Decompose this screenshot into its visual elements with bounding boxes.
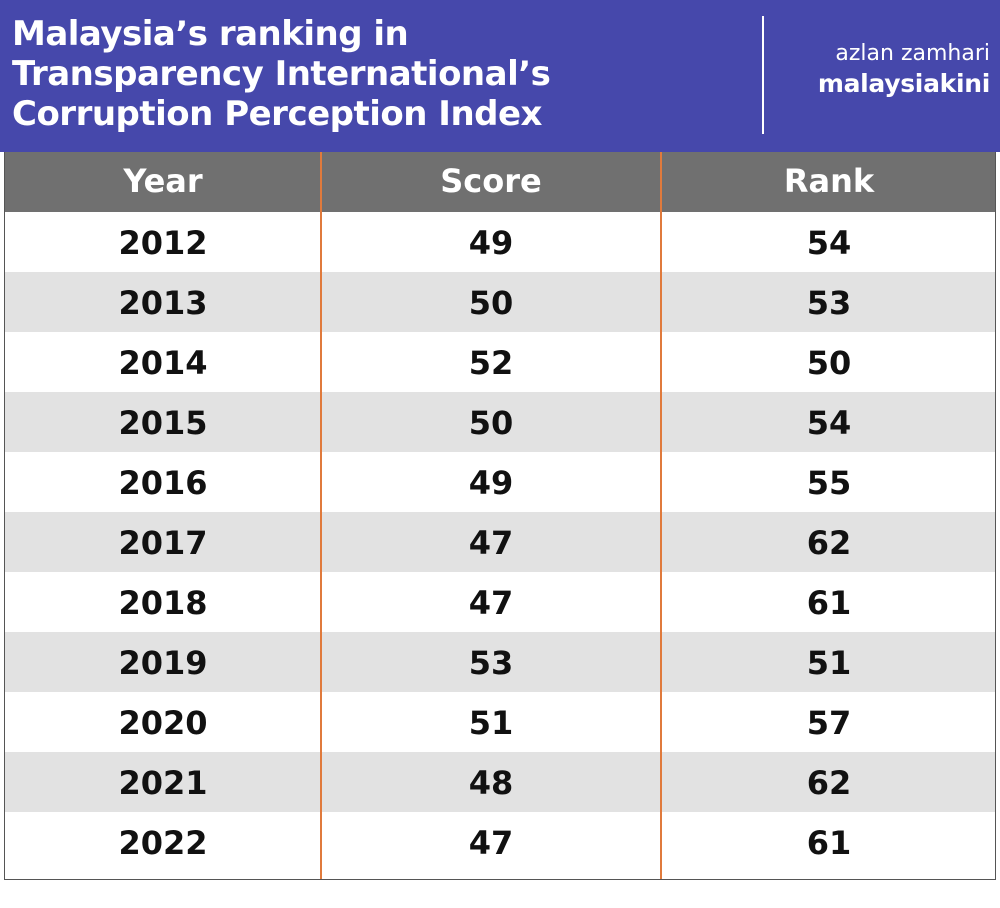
column-header-year: Year bbox=[123, 162, 203, 200]
table-row: 2022 47 61 bbox=[5, 812, 995, 872]
cell-year: 2018 bbox=[118, 584, 208, 622]
cell-rank: 61 bbox=[806, 824, 852, 862]
cell-score: 47 bbox=[468, 524, 514, 562]
table-row: 2013 50 53 bbox=[5, 272, 995, 332]
cell-year: 2014 bbox=[118, 344, 208, 382]
cell-rank: 50 bbox=[806, 344, 852, 382]
credit-block: azlan zamhari malaysiakini bbox=[818, 40, 990, 100]
title-line: Transparency International’s bbox=[12, 54, 551, 94]
title-line: Corruption Perception Index bbox=[12, 94, 543, 134]
title-banner: Malaysia’s ranking in Transparency Inter… bbox=[0, 0, 1000, 152]
cell-year: 2016 bbox=[118, 464, 208, 502]
table-row: 2020 51 57 bbox=[5, 692, 995, 752]
table-header: Year Score Rank bbox=[5, 152, 995, 212]
author-name: azlan zamhari bbox=[835, 41, 990, 66]
cell-score: 50 bbox=[468, 404, 514, 442]
outlet-name: malaysiakini bbox=[817, 69, 990, 98]
column-header-score: Score bbox=[440, 162, 542, 200]
table-row: 2018 47 61 bbox=[5, 572, 995, 632]
cell-score: 47 bbox=[468, 584, 514, 622]
cell-year: 2019 bbox=[118, 644, 208, 682]
cell-rank: 54 bbox=[806, 224, 852, 262]
cell-rank: 55 bbox=[806, 464, 852, 502]
table-row: 2014 52 50 bbox=[5, 332, 995, 392]
cell-score: 49 bbox=[468, 224, 514, 262]
cell-score: 49 bbox=[468, 464, 514, 502]
column-divider bbox=[320, 152, 322, 879]
table-body: 2012 49 54 2013 50 53 2014 52 50 2015 50 54 2016 49 55… bbox=[5, 212, 995, 872]
header-divider bbox=[762, 16, 764, 134]
cell-rank: 57 bbox=[806, 704, 852, 742]
cell-rank: 62 bbox=[806, 524, 852, 562]
table-row: 2015 50 54 bbox=[5, 392, 995, 452]
table-row: 2021 48 62 bbox=[5, 752, 995, 812]
cell-score: 53 bbox=[468, 644, 514, 682]
cell-rank: 61 bbox=[806, 584, 852, 622]
cell-score: 52 bbox=[468, 344, 514, 382]
cell-year: 2017 bbox=[118, 524, 208, 562]
cell-rank: 53 bbox=[806, 284, 852, 322]
column-header-rank: Rank bbox=[783, 162, 875, 200]
cell-year: 2013 bbox=[118, 284, 208, 322]
cell-rank: 51 bbox=[806, 644, 852, 682]
chart-title: Malaysia’s ranking in Transparency Inter… bbox=[12, 14, 732, 134]
cell-score: 48 bbox=[468, 764, 514, 802]
cell-year: 2020 bbox=[118, 704, 208, 742]
cell-year: 2012 bbox=[118, 224, 208, 262]
cell-score: 51 bbox=[468, 704, 514, 742]
cell-year: 2022 bbox=[118, 824, 208, 862]
title-line: Malaysia’s ranking in bbox=[12, 14, 409, 54]
table-row: 2017 47 62 bbox=[5, 512, 995, 572]
cell-rank: 62 bbox=[806, 764, 852, 802]
table-row: 2019 53 51 bbox=[5, 632, 995, 692]
cell-rank: 54 bbox=[806, 404, 852, 442]
data-table: Year Score Rank 2012 49 54 2013 50 53 2014 52 50… bbox=[4, 152, 996, 880]
table-row: 2012 49 54 bbox=[5, 212, 995, 272]
column-divider bbox=[660, 152, 662, 879]
cell-year: 2021 bbox=[118, 764, 208, 802]
cell-score: 50 bbox=[468, 284, 514, 322]
cell-score: 47 bbox=[468, 824, 514, 862]
table-row: 2016 49 55 bbox=[5, 452, 995, 512]
cell-year: 2015 bbox=[118, 404, 208, 442]
